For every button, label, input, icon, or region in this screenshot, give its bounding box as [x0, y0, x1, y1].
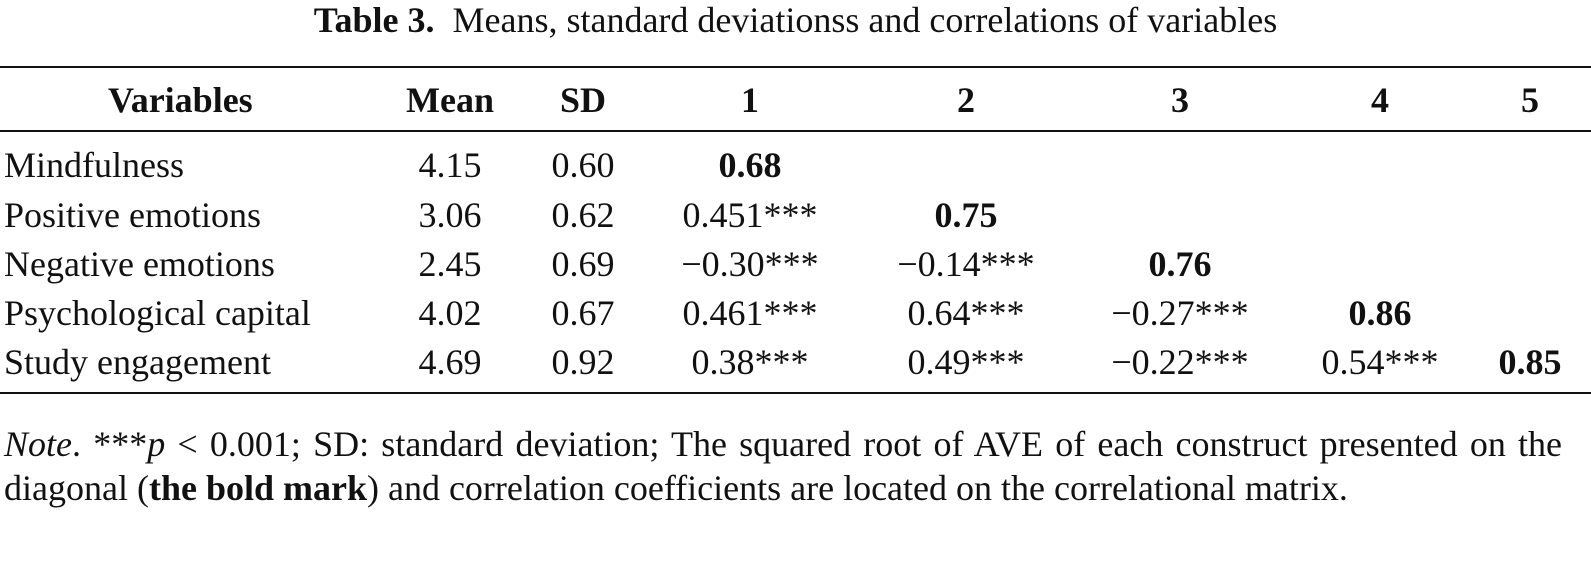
row-study-engagement-c2: 0.49*** — [907, 342, 1025, 382]
top-rule — [0, 66, 1591, 68]
header-mean: Mean — [406, 80, 494, 120]
row-study-engagement-name: Study engagement — [4, 342, 271, 382]
row-positive-emotions-mean: 3.06 — [418, 195, 482, 235]
row-psychological-capital-mean: 4.02 — [418, 293, 482, 333]
row-psychological-capital-c1: 0.461*** — [682, 293, 818, 333]
table-note: Note. ***p < 0.001; SD: standard deviati… — [4, 424, 1562, 508]
row-positive-emotions-name: Positive emotions — [4, 195, 262, 235]
row-mindfulness-name: Mindfulness — [4, 145, 184, 185]
row-mindfulness-sd: 0.60 — [551, 145, 615, 185]
table-title: Means, standard deviationss and correlat… — [452, 0, 1278, 40]
row-study-engagement-c3: −0.22*** — [1111, 342, 1249, 382]
row-negative-emotions-c1: −0.30*** — [681, 244, 819, 284]
row-study-engagement-c1: 0.38*** — [691, 342, 809, 382]
header-col-4: 4 — [1371, 80, 1389, 120]
row-psychological-capital-c2: 0.64*** — [907, 293, 1025, 333]
header-col-2: 2 — [957, 80, 975, 120]
row-negative-emotions-mean: 2.45 — [418, 244, 482, 284]
row-mindfulness-c1: 0.68 — [718, 145, 782, 185]
row-negative-emotions-name: Negative emotions — [4, 244, 275, 284]
row-mindfulness-mean: 4.15 — [418, 145, 482, 185]
row-psychological-capital-c3: −0.27*** — [1111, 293, 1249, 333]
row-negative-emotions-c3: 0.76 — [1148, 244, 1212, 284]
table-caption: Table 3. Means, standard deviationss and… — [0, 0, 1591, 40]
row-psychological-capital-name: Psychological capital — [4, 293, 311, 333]
row-positive-emotions-sd: 0.62 — [551, 195, 615, 235]
row-positive-emotions-c2: 0.75 — [934, 195, 998, 235]
note-text-2: ) and correlation coefficients are locat… — [366, 468, 1348, 508]
note-sig: *** — [93, 424, 148, 464]
note-label: Note — [4, 424, 72, 464]
note-text-1: < 0.001; SD: standard deviation; The squ… — [4, 424, 1562, 508]
header-sd: SD — [559, 80, 607, 120]
row-negative-emotions-sd: 0.69 — [551, 244, 615, 284]
header-col-5: 5 — [1521, 80, 1539, 120]
row-study-engagement-c4: 0.54*** — [1321, 342, 1439, 382]
note-p: p — [147, 424, 166, 464]
row-psychological-capital-c4: 0.86 — [1348, 293, 1412, 333]
header-col-3: 3 — [1171, 80, 1189, 120]
row-study-engagement-sd: 0.92 — [551, 342, 615, 382]
header-variables: Variables — [108, 80, 253, 120]
row-psychological-capital-sd: 0.67 — [551, 293, 615, 333]
row-study-engagement-c5: 0.85 — [1498, 342, 1562, 382]
row-study-engagement-mean: 4.69 — [418, 342, 482, 382]
header-col-1: 1 — [741, 80, 759, 120]
row-negative-emotions-c2: −0.14*** — [897, 244, 1035, 284]
bottom-rule — [0, 392, 1591, 394]
table-label: Table 3. — [313, 0, 435, 40]
header-rule — [0, 130, 1591, 132]
note-bold-mark: the bold mark — [148, 468, 367, 508]
row-positive-emotions-c1: 0.451*** — [682, 195, 818, 235]
